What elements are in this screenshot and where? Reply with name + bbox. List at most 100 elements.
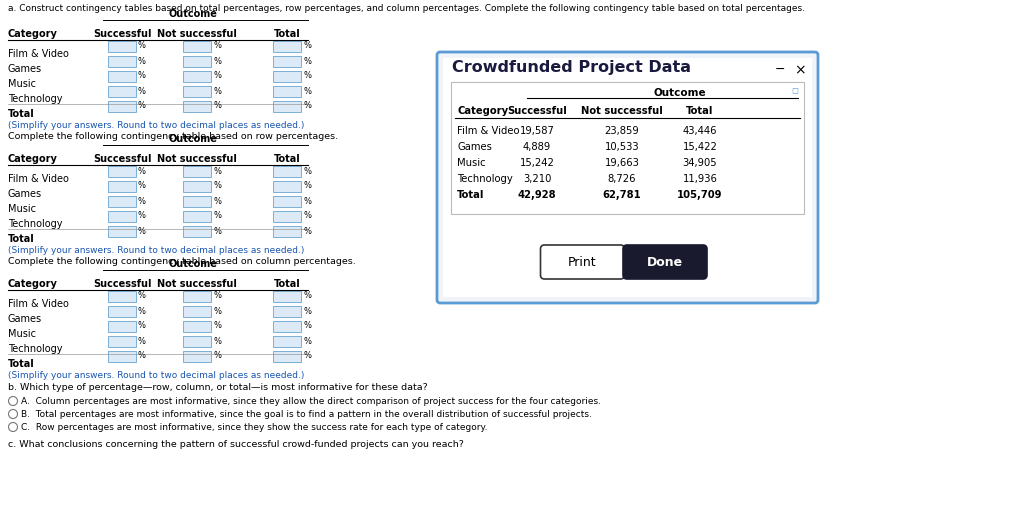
FancyBboxPatch shape: [451, 82, 804, 214]
Text: %: %: [213, 57, 221, 66]
Text: (Simplify your answers. Round to two decimal places as needed.): (Simplify your answers. Round to two dec…: [8, 246, 304, 255]
Text: %: %: [138, 86, 146, 95]
Text: a. Construct contingency tables based on total percentages, row percentages, and: a. Construct contingency tables based on…: [8, 4, 805, 13]
Text: Not successful: Not successful: [157, 29, 237, 39]
Text: Successful: Successful: [93, 279, 152, 289]
Text: ◻: ◻: [791, 86, 798, 95]
Text: %: %: [213, 337, 221, 346]
Text: Not successful: Not successful: [582, 106, 663, 116]
FancyBboxPatch shape: [183, 181, 211, 191]
Text: Not successful: Not successful: [157, 279, 237, 289]
Text: 23,859: 23,859: [604, 126, 639, 136]
Text: Successful: Successful: [507, 106, 567, 116]
Text: 105,709: 105,709: [677, 190, 723, 200]
Text: %: %: [138, 292, 146, 301]
Text: %: %: [138, 181, 146, 190]
FancyBboxPatch shape: [437, 52, 818, 303]
Text: %: %: [213, 102, 221, 110]
Text: 19,587: 19,587: [519, 126, 554, 136]
FancyBboxPatch shape: [623, 245, 707, 279]
Text: %: %: [213, 197, 221, 206]
Text: %: %: [303, 306, 311, 315]
Text: %: %: [213, 181, 221, 190]
FancyBboxPatch shape: [108, 210, 136, 222]
FancyBboxPatch shape: [183, 56, 211, 66]
Text: Outcome: Outcome: [654, 88, 707, 98]
FancyBboxPatch shape: [273, 85, 301, 96]
FancyBboxPatch shape: [183, 350, 211, 361]
Text: %: %: [213, 211, 221, 220]
FancyBboxPatch shape: [273, 305, 301, 316]
Text: %: %: [138, 72, 146, 81]
Text: Music: Music: [8, 329, 36, 339]
Text: %: %: [303, 211, 311, 220]
Text: Outcome: Outcome: [169, 259, 217, 269]
Text: 15,422: 15,422: [683, 142, 718, 152]
Text: %: %: [138, 102, 146, 110]
Text: b. Which type of percentage—row, column, or total—is most informative for these : b. Which type of percentage—row, column,…: [8, 383, 428, 392]
Text: A.  Column percentages are most informative, since they allow the direct compari: A. Column percentages are most informati…: [22, 397, 601, 406]
Text: Print: Print: [568, 255, 597, 269]
FancyBboxPatch shape: [443, 58, 812, 297]
Text: Games: Games: [8, 189, 42, 199]
Text: %: %: [303, 41, 311, 50]
FancyBboxPatch shape: [108, 40, 136, 51]
Text: 3,210: 3,210: [523, 174, 551, 184]
FancyBboxPatch shape: [183, 335, 211, 347]
Text: Crowdfunded Project Data: Crowdfunded Project Data: [452, 60, 691, 75]
Text: Film & Video: Film & Video: [457, 126, 519, 136]
Text: (Simplify your answers. Round to two decimal places as needed.): (Simplify your answers. Round to two dec…: [8, 121, 304, 130]
Text: %: %: [303, 57, 311, 66]
Text: %: %: [138, 41, 146, 50]
FancyBboxPatch shape: [273, 196, 301, 207]
Text: %: %: [138, 351, 146, 360]
Text: %: %: [303, 292, 311, 301]
FancyBboxPatch shape: [273, 350, 301, 361]
FancyBboxPatch shape: [183, 165, 211, 176]
Text: Film & Video: Film & Video: [8, 299, 69, 309]
FancyBboxPatch shape: [273, 210, 301, 222]
Text: Film & Video: Film & Video: [8, 49, 69, 59]
FancyBboxPatch shape: [108, 85, 136, 96]
Text: 10,533: 10,533: [605, 142, 639, 152]
Text: 8,726: 8,726: [608, 174, 636, 184]
FancyBboxPatch shape: [273, 335, 301, 347]
Text: %: %: [213, 322, 221, 331]
Text: 19,663: 19,663: [604, 158, 639, 168]
FancyBboxPatch shape: [108, 225, 136, 236]
FancyBboxPatch shape: [183, 225, 211, 236]
FancyBboxPatch shape: [273, 40, 301, 51]
Text: %: %: [138, 306, 146, 315]
Text: Complete the following contingency table based on column percentages.: Complete the following contingency table…: [8, 257, 355, 266]
FancyBboxPatch shape: [273, 56, 301, 66]
Text: %: %: [303, 337, 311, 346]
Text: Not successful: Not successful: [157, 154, 237, 164]
FancyBboxPatch shape: [108, 335, 136, 347]
Text: Total: Total: [273, 154, 300, 164]
FancyBboxPatch shape: [273, 225, 301, 236]
Text: B.  Total percentages are most informative, since the goal is to find a pattern : B. Total percentages are most informativ…: [22, 410, 592, 419]
Text: %: %: [303, 351, 311, 360]
Text: Category: Category: [457, 106, 508, 116]
FancyBboxPatch shape: [183, 305, 211, 316]
FancyBboxPatch shape: [541, 245, 625, 279]
Text: Done: Done: [647, 255, 683, 269]
FancyBboxPatch shape: [108, 305, 136, 316]
Text: %: %: [303, 322, 311, 331]
FancyBboxPatch shape: [108, 56, 136, 66]
Text: Total: Total: [273, 29, 300, 39]
FancyBboxPatch shape: [273, 181, 301, 191]
Text: 34,905: 34,905: [683, 158, 718, 168]
FancyBboxPatch shape: [273, 290, 301, 302]
Text: 62,781: 62,781: [603, 190, 641, 200]
Text: %: %: [303, 72, 311, 81]
Text: %: %: [213, 41, 221, 50]
Text: 43,446: 43,446: [683, 126, 717, 136]
Text: Category: Category: [8, 154, 58, 164]
Text: Technology: Technology: [457, 174, 513, 184]
FancyBboxPatch shape: [108, 196, 136, 207]
Text: C.  Row percentages are most informative, since they show the success rate for e: C. Row percentages are most informative,…: [22, 423, 487, 432]
Text: Music: Music: [8, 79, 36, 89]
Text: %: %: [213, 166, 221, 175]
Text: Film & Video: Film & Video: [8, 174, 69, 184]
